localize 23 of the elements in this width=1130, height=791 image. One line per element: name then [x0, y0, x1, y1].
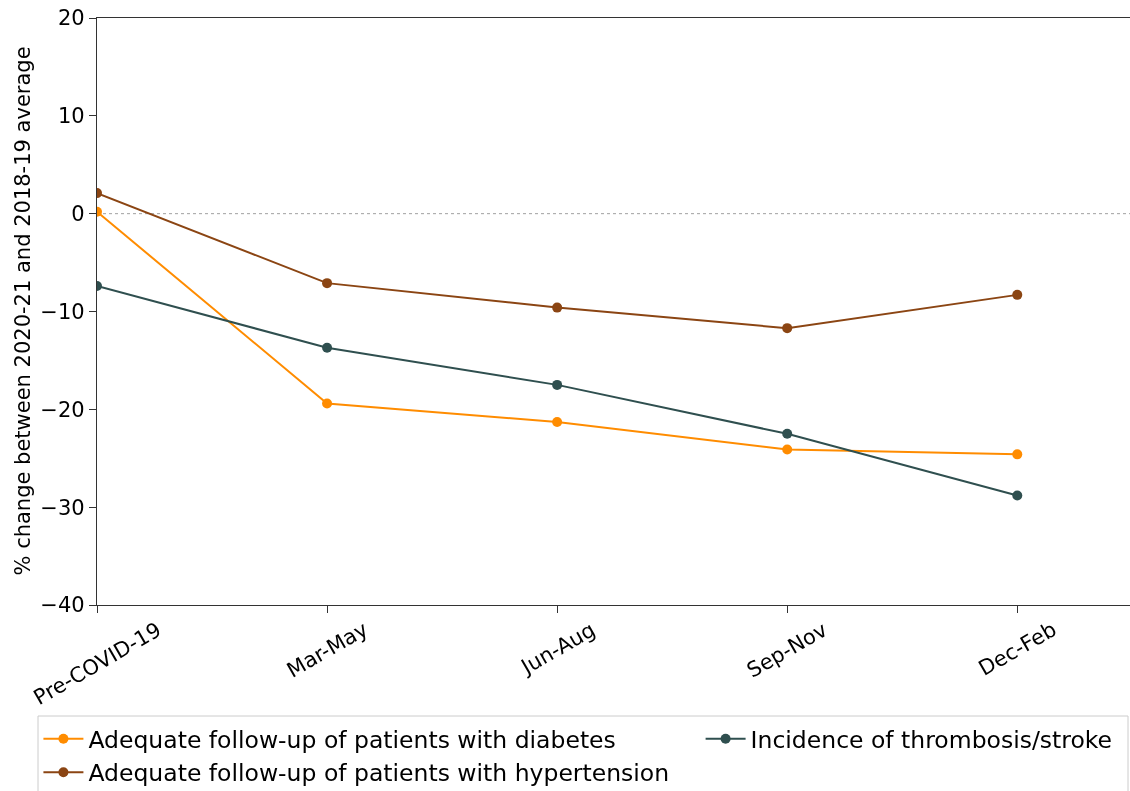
point — [322, 398, 333, 409]
point — [782, 444, 793, 455]
y-tick-label: −10 — [40, 299, 85, 324]
point — [322, 342, 333, 353]
point — [1012, 449, 1023, 460]
y-tick-label: −40 — [40, 593, 85, 618]
point — [552, 302, 563, 313]
point — [782, 428, 793, 439]
point — [782, 323, 793, 334]
legend-label: Adequate follow-up of patients with hypertension — [88, 759, 670, 788]
y-tick-label: 20 — [57, 6, 85, 31]
legend-label: Incidence of thrombosis/stroke — [750, 725, 1113, 754]
y-tick-label: 0 — [71, 202, 85, 227]
point — [1012, 490, 1023, 501]
y-axis-title: % change between 2020-21 and 2018-19 average — [10, 46, 35, 576]
point — [1012, 289, 1023, 300]
y-tick-label: 10 — [57, 104, 85, 129]
point — [552, 417, 563, 428]
y-tick-label: −30 — [40, 495, 85, 520]
point — [322, 278, 333, 289]
y-tick-label: −20 — [40, 397, 85, 422]
legend-label: Adequate follow-up of patients with diabetes — [88, 725, 616, 754]
point — [552, 379, 563, 390]
